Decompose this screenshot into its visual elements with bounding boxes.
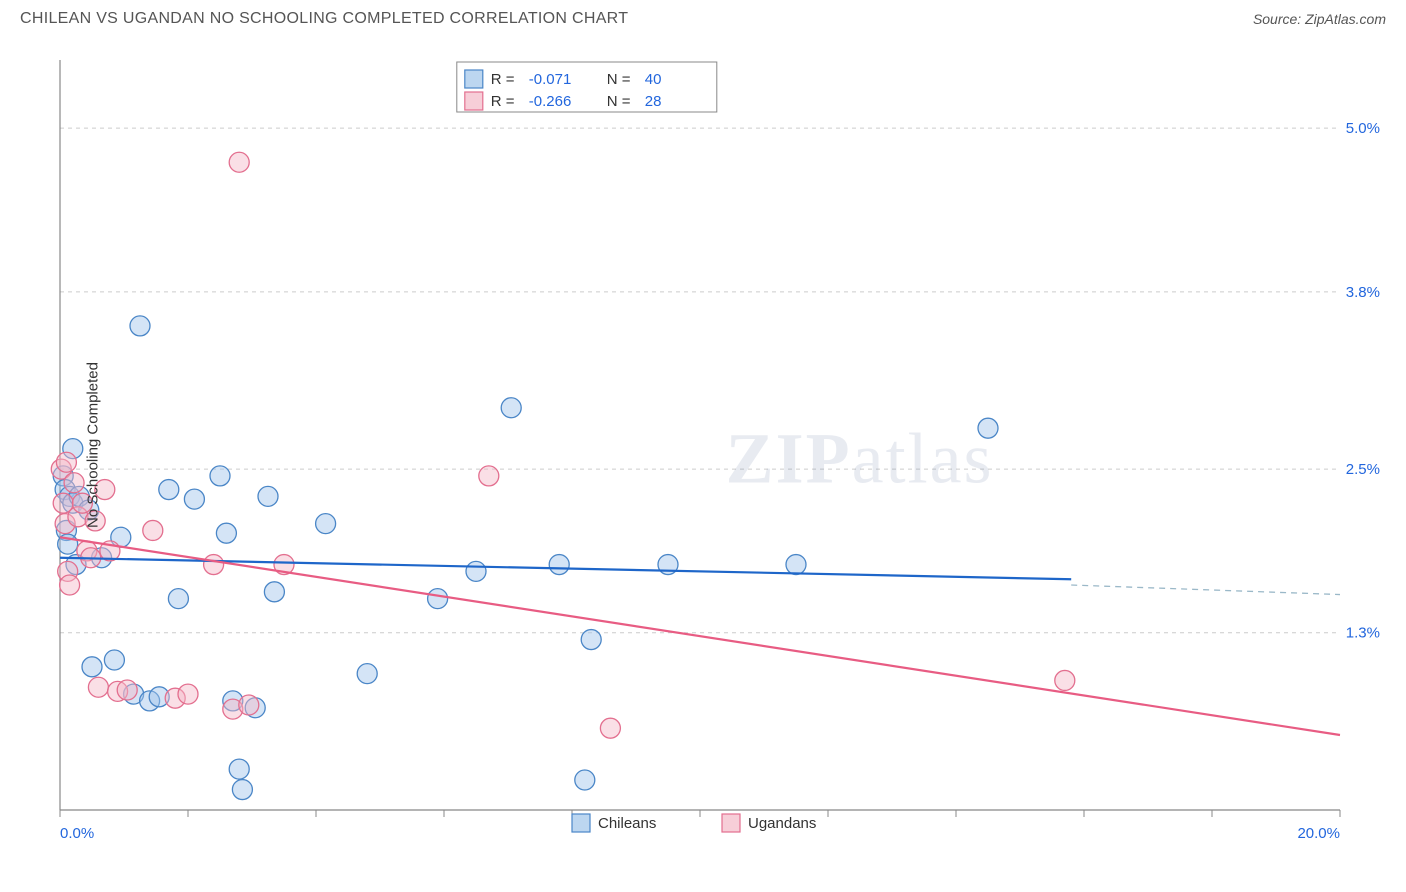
svg-text:1.3%: 1.3% xyxy=(1346,625,1380,642)
source-credit: Source: ZipAtlas.com xyxy=(1253,11,1386,27)
svg-text:2.5%: 2.5% xyxy=(1346,461,1380,478)
svg-text:3.8%: 3.8% xyxy=(1346,284,1380,301)
svg-text:ZIPatlas: ZIPatlas xyxy=(726,419,994,499)
svg-text:R =: R = xyxy=(491,71,515,88)
svg-text:Ugandans: Ugandans xyxy=(748,815,816,832)
y-axis-label: No Schooling Completed xyxy=(84,362,101,528)
svg-text:N =: N = xyxy=(607,71,631,88)
svg-text:28: 28 xyxy=(645,93,662,110)
svg-text:R =: R = xyxy=(491,93,515,110)
svg-text:N =: N = xyxy=(607,93,631,110)
svg-text:5.0%: 5.0% xyxy=(1346,120,1380,137)
svg-text:0.0%: 0.0% xyxy=(60,825,94,840)
svg-text:-0.071: -0.071 xyxy=(529,71,572,88)
chart-area: No Schooling Completed ZIPatlas 1.3% 2.5% 3… xyxy=(50,50,1380,840)
svg-text:20.0%: 20.0% xyxy=(1297,825,1340,840)
svg-text:-0.266: -0.266 xyxy=(529,93,572,110)
chart-title: CHILEAN VS UGANDAN NO SCHOOLING COMPLETE… xyxy=(20,10,628,28)
svg-text:Chileans: Chileans xyxy=(598,815,656,832)
svg-text:40: 40 xyxy=(645,71,662,88)
scatter-chart-svg: ZIPatlas 1.3% 2.5% 3.8% 5.0% 0.0% 20.0% R = -0.… xyxy=(50,50,1380,840)
